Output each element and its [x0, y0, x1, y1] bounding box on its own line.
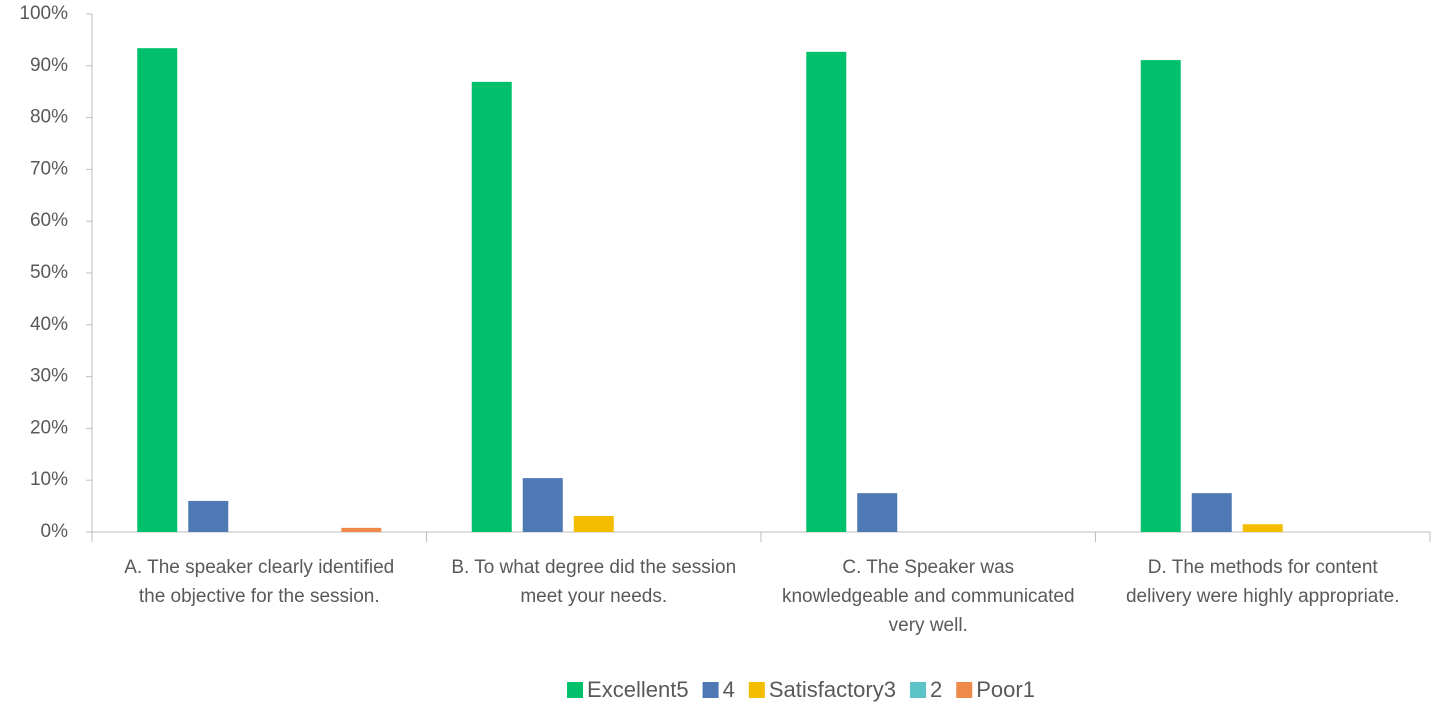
y-tick-label: 100% [19, 3, 68, 24]
bar [137, 48, 178, 533]
x-tick-line: A. The speaker clearly identified [124, 557, 394, 578]
legend-label: 2 [930, 677, 942, 702]
x-tick-label: D. The methods for content delivery were … [1126, 557, 1400, 607]
bar [522, 478, 563, 532]
legend-swatch [567, 682, 584, 698]
y-tick-label: 60% [30, 210, 68, 231]
y-tick-label: 90% [30, 55, 68, 76]
y-tick-label: 40% [30, 314, 68, 335]
x-tick-line: very well. [889, 615, 968, 636]
x-tick-line: delivery were highly appropriate. [1126, 586, 1400, 607]
y-tick-label: 20% [30, 417, 68, 438]
bar [573, 515, 614, 532]
bar [188, 500, 229, 532]
bar [341, 527, 382, 532]
legend-swatch [956, 682, 973, 698]
legend-label: Satisfactory3 [769, 677, 896, 702]
x-tick-line: C. The Speaker was [842, 557, 1014, 578]
x-tick-line: meet your needs. [520, 586, 667, 607]
y-tick-label: 10% [30, 469, 68, 490]
y-tick-label: 50% [30, 262, 68, 283]
bar [1140, 60, 1181, 533]
y-tick-label: 80% [30, 107, 68, 128]
legend-label: Poor1 [976, 677, 1035, 702]
y-tick-label: 0% [41, 521, 69, 542]
x-tick-line: D. The methods for content [1148, 557, 1379, 578]
bar [806, 51, 847, 533]
bar [857, 493, 898, 532]
y-tick-label: 30% [30, 366, 68, 387]
x-tick-label: B. To what degree did the session meet yo… [451, 557, 736, 607]
y-tick-label: 70% [30, 158, 68, 179]
legend-label: Excellent5 [587, 677, 689, 702]
bar [471, 81, 512, 532]
legend-swatch [748, 682, 765, 698]
x-tick-line: the objective for the session. [139, 586, 380, 607]
legend-label: 4 [723, 677, 735, 702]
legend-swatch [909, 682, 926, 698]
bar [1242, 524, 1283, 532]
legend: Excellent5 4 Satisfactory3 2 Poor1 [567, 677, 1035, 702]
legend-swatch [702, 682, 719, 698]
x-tick-label: A. The speaker clearly identified the obj… [124, 557, 394, 607]
x-tick-line: knowledgeable and communicated [782, 586, 1075, 607]
bar [1191, 493, 1232, 532]
x-tick-line: B. To what degree did the session [451, 557, 736, 578]
x-tick-label: C. The Speaker was knowledgeable and comm… [782, 557, 1075, 636]
